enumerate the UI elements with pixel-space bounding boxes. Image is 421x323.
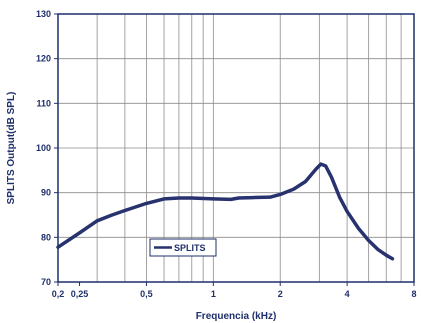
legend-label-splits: SPLITS — [174, 243, 206, 253]
y-tick-label: 130 — [36, 9, 51, 19]
x-tick-label: 2 — [278, 289, 283, 299]
legend: SPLITS — [149, 238, 217, 257]
y-axis-ticks: 70 80 90 100 110 120 130 — [36, 9, 58, 287]
x-tick-label: 0,25 — [71, 289, 89, 299]
y-tick-label: 80 — [41, 232, 51, 242]
x-axis-ticks: 0,2 0,25 0,5 1 2 4 8 — [52, 282, 417, 299]
x-tick-label: 4 — [345, 289, 350, 299]
y-tick-label: 100 — [36, 143, 51, 153]
series-layer — [56, 162, 395, 261]
y-tick-label: 70 — [41, 277, 51, 287]
y-tick-label: 110 — [36, 98, 51, 108]
series-line-splits — [56, 162, 395, 261]
x-tick-label: 0,5 — [140, 289, 153, 299]
x-tick-label: 8 — [411, 289, 416, 299]
y-tick-label: 120 — [36, 54, 51, 64]
y-tick-label: 90 — [41, 188, 51, 198]
y-axis-label: SPLITS Output(dB SPL) — [6, 92, 17, 205]
x-tick-label: 0,2 — [52, 289, 65, 299]
x-axis-label: Frequencia (kHz) — [196, 311, 277, 322]
x-tick-label: 1 — [211, 289, 216, 299]
legend-box — [149, 238, 217, 257]
grid-lines — [57, 13, 415, 283]
